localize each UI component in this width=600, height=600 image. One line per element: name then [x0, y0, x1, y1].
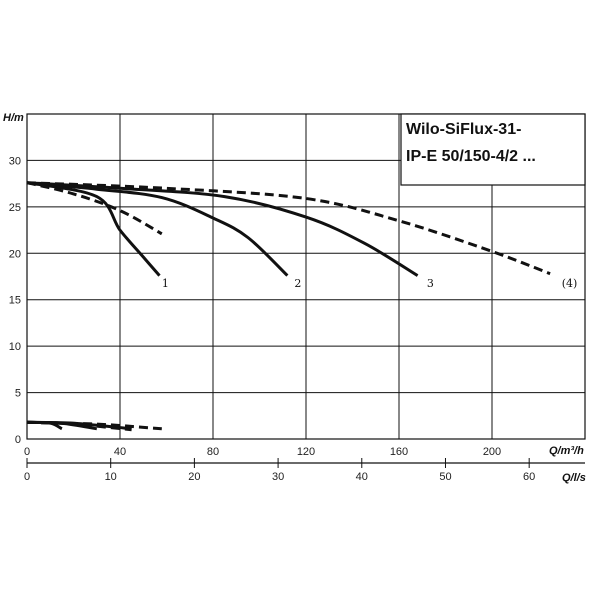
y-tick-label: 25 [9, 202, 21, 214]
series-line [26, 181, 163, 236]
grid [26, 113, 586, 468]
x2-tick-label: 40 [356, 471, 368, 483]
x-tick-label: 80 [207, 446, 219, 458]
series-line [26, 181, 289, 277]
x-tick-label: 40 [114, 446, 126, 458]
curve-label: 3 [427, 277, 434, 290]
y-tick-label: 0 [15, 434, 21, 446]
x-tick-label: 0 [24, 446, 30, 458]
y-tick-label: 5 [15, 388, 21, 400]
tick-labels: 0 5 10 15 20 25 30 0 40 80 120 160 200 0 10 20 30 40 50 60 H… [3, 112, 586, 484]
title-box: Wilo-SiFlux-31- IP-E 50/150-4/2 ... [400, 113, 586, 186]
power-curve-line [26, 420, 132, 432]
x2-tick-label: 50 [439, 471, 451, 483]
x2-tick-label: 60 [523, 471, 535, 483]
curves: 1 2 3 (4) [26, 181, 578, 432]
x-axis-label: Q/m³/h [549, 445, 584, 457]
chart-title-line: Wilo-SiFlux-31- [406, 121, 521, 138]
x2-tick-label: 0 [24, 471, 30, 483]
curve-label: 1 [162, 277, 169, 290]
x-tick-label: 160 [390, 446, 408, 458]
y-tick-label: 20 [9, 248, 21, 260]
title-box [400, 113, 586, 186]
x2-tick-label: 20 [188, 471, 200, 483]
chart-title-line: IP-E 50/150-4/2 ... [406, 148, 536, 165]
y-axis-label: H/m [3, 112, 24, 124]
y-tick-label: 30 [9, 155, 21, 167]
x2-tick-label: 30 [272, 471, 284, 483]
x-tick-label: 120 [297, 446, 315, 458]
series-line [26, 181, 551, 276]
x2-tick-label: 10 [105, 471, 117, 483]
series-line [26, 181, 161, 277]
x-tick-label: 200 [483, 446, 501, 458]
series-line [26, 181, 419, 277]
curve-label: (4) [562, 277, 578, 290]
curve-label: 2 [294, 277, 301, 290]
y-tick-label: 10 [9, 341, 21, 353]
x2-axis-label: Q/l/s [562, 472, 586, 484]
y-tick-label: 15 [9, 295, 21, 307]
